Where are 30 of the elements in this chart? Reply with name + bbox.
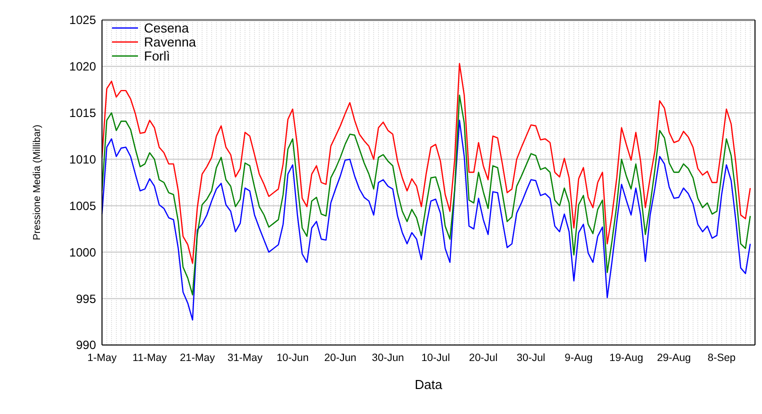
legend-label: Cesena <box>144 20 190 36</box>
y-tick-label: 1025 <box>69 13 96 28</box>
x-tick-label: 30-Jun <box>372 352 404 364</box>
y-tick-label: 1015 <box>69 106 96 120</box>
y-tick-label: 1000 <box>69 245 96 260</box>
x-tick-label: 9-Aug <box>564 352 593 364</box>
y-tick-label: 1010 <box>69 152 96 166</box>
y-tick-label: 990 <box>76 338 96 352</box>
x-tick-label: 1-May <box>87 352 118 364</box>
x-tick-label: 10-Jul <box>421 352 450 364</box>
x-tick-label: 8-Sep <box>708 352 736 364</box>
x-tick-label: 20-Jun <box>324 352 357 364</box>
y-tick-label: 995 <box>76 292 96 306</box>
x-tick-label: 19-Aug <box>609 352 644 364</box>
x-tick-label: 21-May <box>180 352 216 364</box>
line-series <box>101 120 751 321</box>
legend-label: Forlì <box>144 48 170 64</box>
x-tick-label: 31-May <box>227 352 264 364</box>
x-tick-label: 20-Jul <box>469 352 498 364</box>
y-tick-label: 1020 <box>69 60 96 74</box>
x-tick-label: 29-Aug <box>657 352 692 364</box>
x-tick-label: 10-Jun <box>276 352 309 364</box>
x-tick-label: 11-May <box>132 352 168 364</box>
x-axis-title: Data <box>414 377 443 392</box>
x-tick-label: 30-Jul <box>516 352 546 364</box>
line-series <box>101 63 751 264</box>
line-series <box>101 94 751 296</box>
y-axis-title: Pressione Media (Millibar) <box>32 124 43 240</box>
legend-label: Ravenna <box>144 34 197 50</box>
y-tick-label: 1005 <box>69 198 96 213</box>
